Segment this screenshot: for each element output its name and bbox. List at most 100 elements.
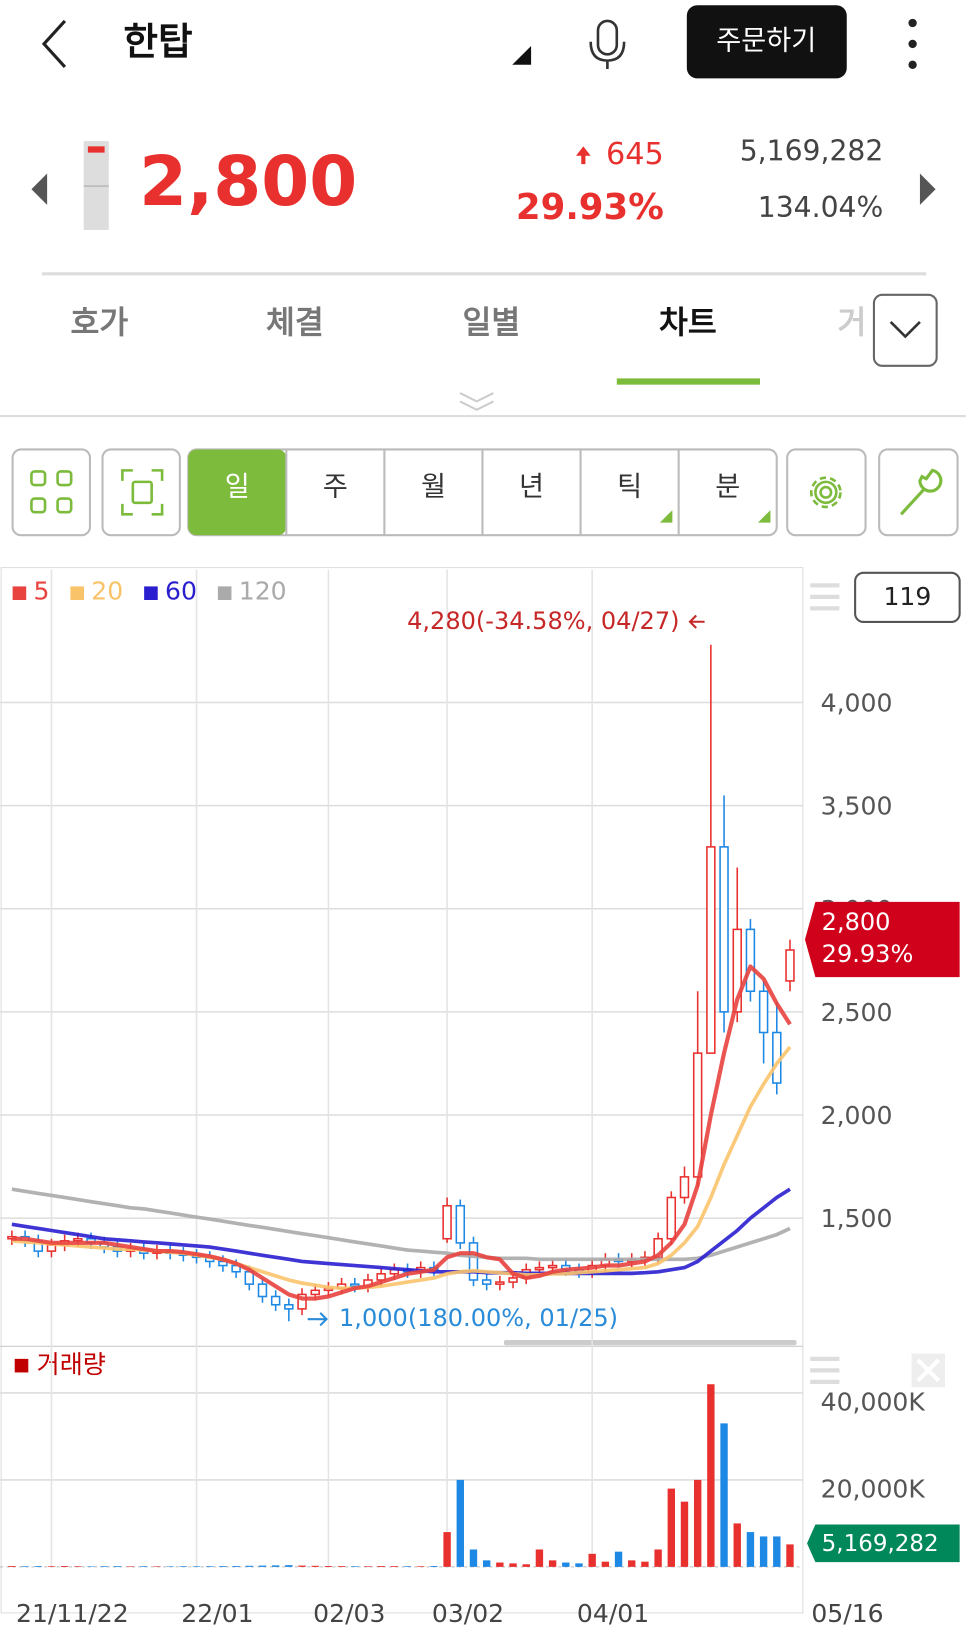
volume-bar (707, 1384, 715, 1567)
tab[interactable]: 호가 (71, 305, 129, 341)
tab[interactable]: 체결 (266, 305, 324, 341)
legend-swatch (12, 586, 27, 600)
more-menu[interactable] (908, 18, 917, 69)
candle-body (719, 846, 729, 1013)
y-tick-label: 20,000K (821, 1474, 926, 1503)
scrollbar[interactable] (503, 1340, 797, 1346)
x-tick-label: 05/16 (811, 1599, 883, 1628)
period-option[interactable]: 분 (715, 472, 740, 503)
volume-bar (417, 1566, 425, 1567)
x-tick-label: 03/02 (432, 1599, 504, 1628)
volume-bar (548, 1560, 557, 1567)
settings-button[interactable] (786, 448, 867, 537)
tab[interactable]: 일별 (463, 305, 521, 341)
volume-bar (390, 1566, 399, 1567)
high-annotation: 4,280(-34.58%, 04/27) (407, 607, 679, 635)
low-arrow (307, 1312, 328, 1327)
tab[interactable]: 차트 (659, 305, 717, 341)
volume-bar (746, 1532, 755, 1567)
volume-bar (720, 1423, 728, 1567)
tab[interactable]: 거 (838, 305, 867, 341)
y-tick-label: 40,000K (821, 1387, 926, 1416)
legend-swatch (144, 586, 158, 600)
volume-bar (113, 1566, 122, 1567)
candle-body (73, 1237, 83, 1242)
volume-bar (522, 1564, 530, 1567)
candle-body (297, 1293, 307, 1310)
volume-bar (786, 1544, 794, 1567)
volume-bar (100, 1566, 108, 1567)
period-option[interactable]: 틱 (617, 472, 642, 503)
candle-body (442, 1204, 452, 1240)
volume-bar (377, 1566, 385, 1567)
y-tick-label: 4,000 (821, 689, 893, 718)
ma-line (11, 1187, 791, 1262)
tab-underline (616, 378, 760, 385)
candle-body (666, 1196, 677, 1240)
layout-icon (30, 470, 73, 514)
mic-button[interactable] (589, 19, 626, 69)
count-box[interactable] (854, 571, 961, 623)
candle-body (284, 1303, 294, 1310)
settings-icon (809, 476, 842, 509)
volume-bar (351, 1566, 359, 1567)
volume-bar (153, 1566, 161, 1567)
price-tag-change: 29.93% (822, 940, 914, 968)
prev-stock[interactable] (31, 173, 48, 205)
volume-legend-swatch (14, 1358, 29, 1373)
volume-bar (614, 1551, 623, 1567)
candle-body (270, 1295, 281, 1306)
display-count: 119 (883, 582, 931, 611)
back-button[interactable] (41, 19, 67, 68)
price-tag (804, 901, 960, 978)
title-dropdown[interactable] (512, 45, 532, 65)
volume-bar (482, 1560, 491, 1567)
layout-button[interactable] (11, 448, 92, 537)
volume-tag-value: 5,169,282 (822, 1531, 939, 1557)
volume-bar (456, 1479, 464, 1567)
legend-label: 5 (34, 577, 50, 606)
candle-body (547, 1264, 558, 1269)
candle-body (468, 1242, 479, 1281)
current-price: 2,800 (139, 142, 357, 222)
candle-body (679, 1176, 690, 1199)
ma-line (11, 964, 792, 1301)
change-percent: 29.93% (516, 187, 664, 228)
x-tick-label: 04/01 (577, 1599, 649, 1628)
volume-bar (667, 1488, 675, 1567)
fullscreen-button[interactable] (101, 448, 181, 537)
volume-bar (126, 1566, 135, 1567)
volume-bar (74, 1566, 82, 1567)
candle-body (481, 1279, 492, 1285)
y-tick-label: 2,000 (821, 1101, 893, 1130)
period-option[interactable]: 주 (323, 472, 348, 503)
legend-label: 20 (91, 577, 123, 606)
volume-bar (285, 1565, 293, 1567)
plot: 1,5002,0002,5003,0003,5004,00020,000K40,… (0, 569, 960, 1628)
price-panel-menu[interactable] (810, 583, 840, 611)
next-stock[interactable] (919, 173, 936, 205)
period-option[interactable]: 일 (225, 472, 250, 503)
x-tick-label: 22/01 (181, 1599, 253, 1628)
order-button[interactable] (686, 5, 847, 79)
candle-body (455, 1204, 466, 1244)
volume-bar (562, 1562, 570, 1567)
volume-bar (271, 1565, 280, 1567)
volume-bar (166, 1566, 174, 1567)
volume-panel-menu[interactable] (810, 1356, 840, 1384)
period-option[interactable]: 년 (519, 472, 544, 503)
tools-button[interactable] (878, 448, 959, 537)
high-arrow (688, 614, 705, 629)
tab-dropdown[interactable] (872, 293, 938, 367)
volume-bar (258, 1565, 267, 1567)
fullscreen-icon (121, 469, 164, 516)
up-arrow (576, 146, 591, 165)
volume-bar (311, 1565, 319, 1567)
candle-body (785, 949, 795, 982)
volume-bar (469, 1549, 478, 1567)
price-gauge-mark (87, 146, 105, 153)
period-option[interactable]: 월 (421, 472, 446, 503)
expand-handle[interactable] (459, 392, 494, 411)
